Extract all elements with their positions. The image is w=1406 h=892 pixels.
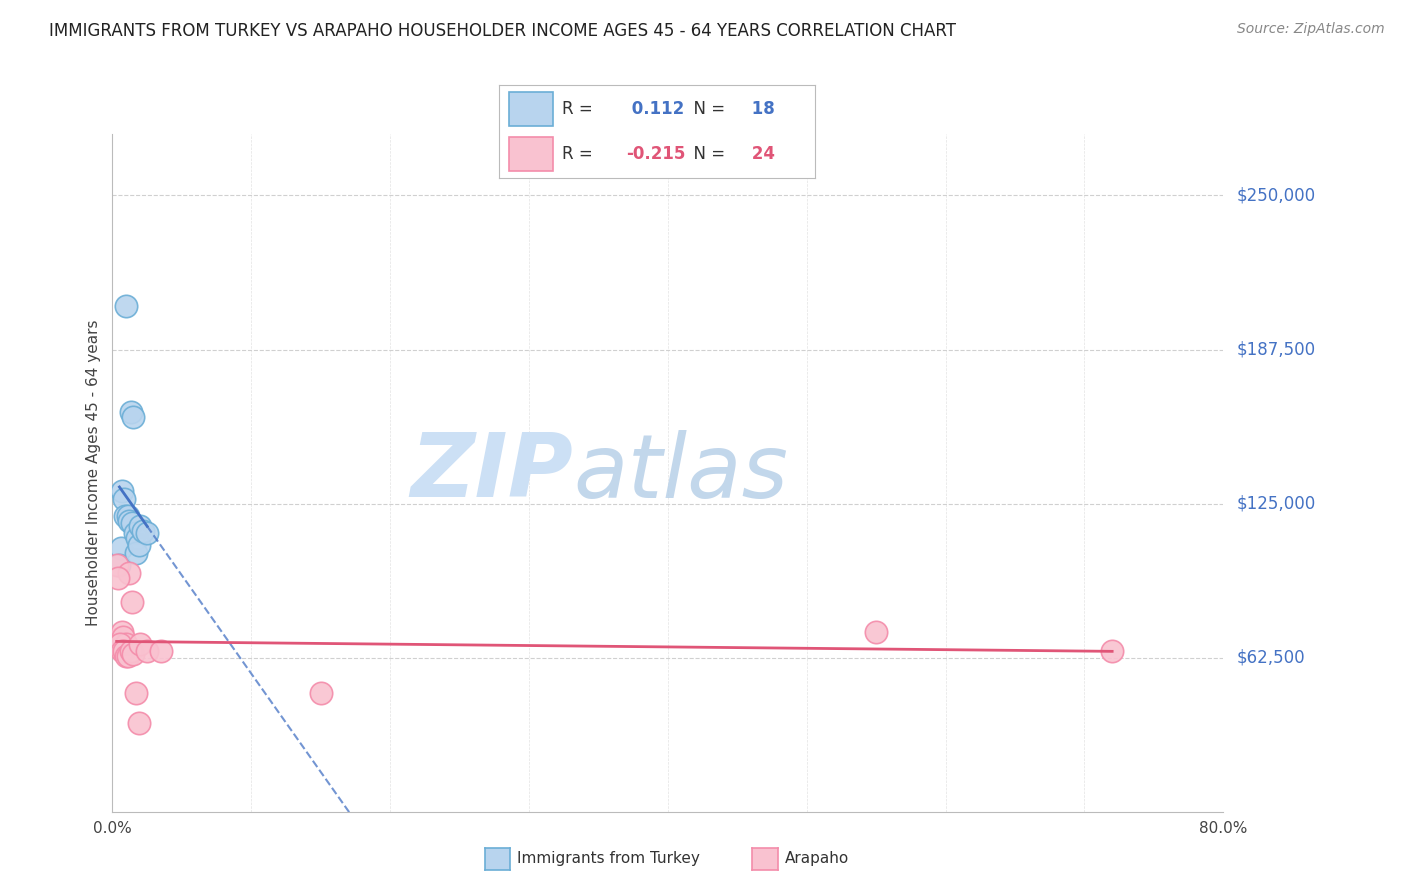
Point xyxy=(129,637,152,651)
Text: R =: R = xyxy=(562,100,593,118)
Point xyxy=(122,410,145,425)
Point xyxy=(136,526,159,541)
Text: $62,500: $62,500 xyxy=(1237,648,1306,666)
Point xyxy=(129,518,152,533)
Point xyxy=(120,644,142,658)
Point xyxy=(114,649,136,664)
Y-axis label: Householder Income Ages 45 - 64 years: Householder Income Ages 45 - 64 years xyxy=(86,319,101,626)
Text: N =: N = xyxy=(683,145,724,163)
Bar xyxy=(509,137,553,171)
Point xyxy=(1101,644,1123,658)
Point xyxy=(128,716,150,731)
Point xyxy=(118,514,141,528)
Text: Immigrants from Turkey: Immigrants from Turkey xyxy=(517,852,700,866)
Text: -0.215: -0.215 xyxy=(626,145,685,163)
Point xyxy=(110,541,132,555)
Text: R =: R = xyxy=(562,145,593,163)
Point xyxy=(115,299,138,313)
Point xyxy=(111,624,134,639)
Point xyxy=(118,566,141,580)
Text: IMMIGRANTS FROM TURKEY VS ARAPAHO HOUSEHOLDER INCOME AGES 45 - 64 YEARS CORRELAT: IMMIGRANTS FROM TURKEY VS ARAPAHO HOUSEH… xyxy=(49,22,956,40)
Text: N =: N = xyxy=(683,100,724,118)
Point xyxy=(150,644,173,658)
Point xyxy=(114,508,136,523)
Point xyxy=(121,595,143,609)
Point xyxy=(128,539,150,553)
Text: $250,000: $250,000 xyxy=(1237,186,1316,204)
Point xyxy=(120,405,142,419)
Point xyxy=(112,491,135,506)
Point xyxy=(117,649,139,664)
Text: atlas: atlas xyxy=(574,430,789,516)
Point xyxy=(125,546,148,560)
Point xyxy=(108,632,131,647)
Point xyxy=(127,531,149,545)
Text: Arapaho: Arapaho xyxy=(785,852,849,866)
Text: ZIP: ZIP xyxy=(411,429,574,516)
Point xyxy=(111,630,134,644)
Bar xyxy=(509,92,553,126)
Point xyxy=(108,637,131,651)
Text: 0.112: 0.112 xyxy=(626,100,683,118)
Point xyxy=(309,686,332,700)
Text: 18: 18 xyxy=(745,100,775,118)
Point xyxy=(125,686,148,700)
Text: Source: ZipAtlas.com: Source: ZipAtlas.com xyxy=(1237,22,1385,37)
Point xyxy=(132,524,155,538)
Point xyxy=(121,516,143,531)
Point xyxy=(124,526,146,541)
Text: $187,500: $187,500 xyxy=(1237,341,1316,359)
Point xyxy=(136,644,159,658)
Point xyxy=(107,570,129,584)
Point xyxy=(117,508,139,523)
Point xyxy=(108,558,131,573)
Point xyxy=(105,558,128,573)
Point xyxy=(110,634,132,648)
Point xyxy=(115,637,138,651)
Point xyxy=(112,644,135,658)
Text: $125,000: $125,000 xyxy=(1237,494,1316,513)
Point xyxy=(111,484,134,499)
Text: 24: 24 xyxy=(745,145,775,163)
Point xyxy=(122,647,145,661)
Point xyxy=(110,644,132,658)
Point xyxy=(865,624,887,639)
